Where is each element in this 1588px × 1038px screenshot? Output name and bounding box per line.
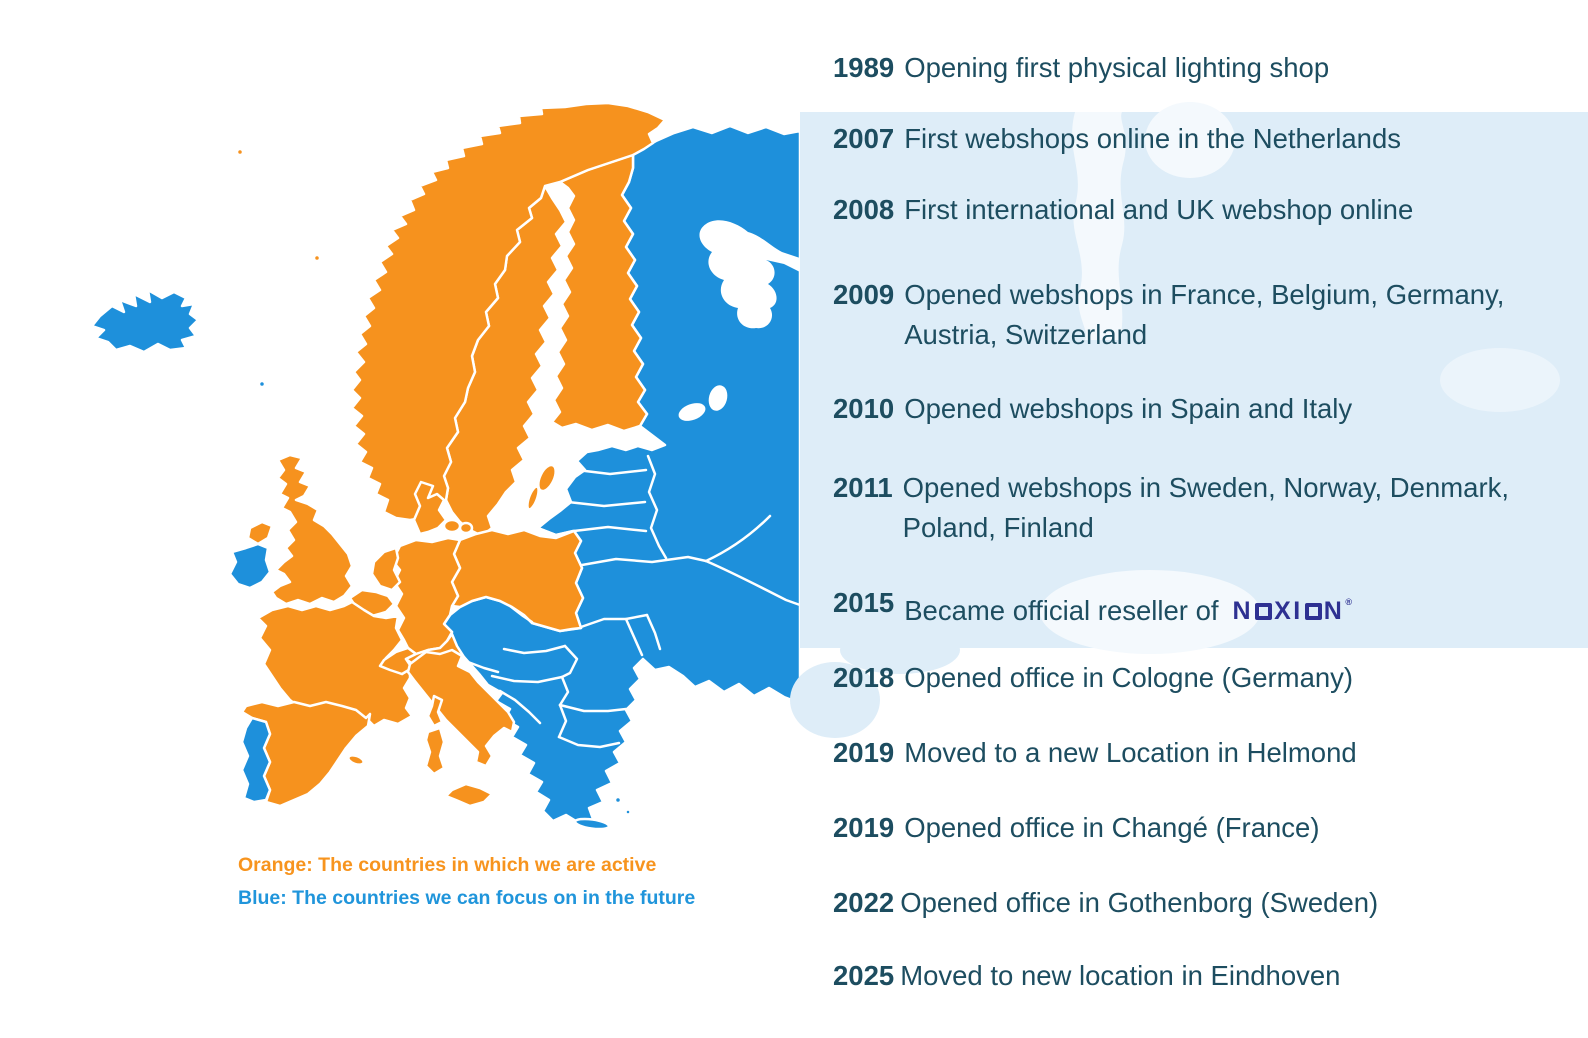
country-united-kingdom — [270, 453, 354, 606]
timeline-item: 2007 First webshops online in the Netherl… — [833, 119, 1401, 159]
timeline-year: 1989 — [833, 52, 895, 83]
country-iceland — [90, 288, 200, 354]
island-crete — [573, 817, 611, 831]
timeline-item: 2011 Opened webshops in Sweden, Norway, D… — [833, 468, 1509, 548]
timeline-item: 2010 Opened webshops in Spain and Italy — [833, 389, 1352, 429]
island-speck-shetland — [312, 253, 322, 263]
timeline-year: 2007 — [833, 123, 895, 154]
legend-blue-label: Blue: The countries we can focus on in t… — [238, 887, 696, 909]
timeline-item: 2018 Opened office in Cologne (Germany) — [833, 658, 1353, 698]
timeline-year: 2011 — [833, 472, 893, 503]
timeline-text: Moved to new location in Eindhoven — [900, 960, 1341, 991]
registered-mark: ® — [1345, 597, 1352, 607]
island-speck-north — [235, 147, 245, 157]
timeline-text: Moved to a new Location in Helmond — [904, 737, 1357, 768]
country-norway — [350, 101, 667, 522]
island-gotland — [537, 463, 557, 493]
timeline-year: 2019 — [833, 737, 895, 768]
noxion-logo-square-o — [1304, 603, 1322, 620]
timeline-year: 2018 — [833, 662, 895, 693]
timeline-year: 2008 — [833, 194, 895, 225]
timeline-item: 2008 First international and UK webshop o… — [833, 190, 1413, 230]
timeline-text: Opened webshops in Sweden, Norway, Denma… — [902, 472, 1510, 543]
internal-borders — [466, 454, 802, 749]
timeline-item: 2019 Opened office in Changé (France) — [833, 808, 1319, 848]
timeline-item: 2015 Became official reseller of N XI N® — [833, 583, 1352, 632]
country-france — [256, 600, 414, 728]
country-portugal — [240, 716, 272, 804]
faded-map-zone — [790, 102, 1588, 738]
country-finland — [550, 153, 649, 433]
timeline-text: Opened office in Gothenborg (Sweden) — [900, 887, 1379, 918]
timeline-text: Became official reseller of N XI N® — [904, 583, 1352, 632]
timeline-text: First webshops online in the Netherlands — [904, 123, 1401, 154]
island-aegean-2 — [624, 808, 632, 816]
timeline-item: 1989 Opening first physical lighting shop — [833, 48, 1329, 88]
island-sardinia — [424, 726, 446, 776]
timeline-text: Opening first physical lighting shop — [904, 52, 1330, 83]
noxion-logo-square-o — [1255, 603, 1273, 620]
island-oland — [526, 485, 540, 511]
timeline-year: 2009 — [833, 279, 895, 310]
timeline-year: 2025 — [833, 960, 895, 991]
timeline-item: 2019 Moved to a new Location in Helmond — [833, 733, 1357, 773]
country-denmark — [412, 480, 448, 536]
island-aegean-1 — [613, 795, 623, 805]
island-faroe — [257, 379, 267, 389]
map-legend: Orange: The countries in which we are ac… — [238, 849, 695, 915]
noxion-logo: N XI N® — [1232, 597, 1352, 625]
island-funen — [458, 521, 474, 535]
island-mallorca — [347, 754, 365, 766]
country-ireland — [228, 542, 272, 590]
timeline-text: Opened office in Cologne (Germany) — [904, 662, 1354, 693]
island-sicily — [444, 782, 494, 808]
timeline-text: Opened webshops in France, Belgium, Germ… — [904, 279, 1505, 350]
region-northern-ireland — [246, 520, 274, 546]
timeline-year: 2015 — [833, 587, 895, 618]
timeline-year: 2022 — [833, 887, 895, 918]
timeline-year: 2019 — [833, 812, 895, 843]
legend-orange-label: Orange: The countries in which we are ac… — [238, 854, 657, 876]
timeline-text: Opened webshops in Spain and Italy — [904, 393, 1353, 424]
timeline-item: 2009 Opened webshops in France, Belgium, … — [833, 275, 1504, 355]
timeline-text: Opened office in Changé (France) — [904, 812, 1320, 843]
timeline-item: 2025 Moved to new location in Eindhoven — [833, 956, 1340, 996]
timeline-item: 2022 Opened office in Gothenborg (Sweden) — [833, 883, 1378, 923]
island-corsica — [426, 694, 444, 728]
country-netherlands — [370, 546, 402, 592]
timeline-text: First international and UK webshop onlin… — [904, 194, 1414, 225]
white-sea-lakes — [678, 220, 800, 421]
timeline-year: 2010 — [833, 393, 895, 424]
